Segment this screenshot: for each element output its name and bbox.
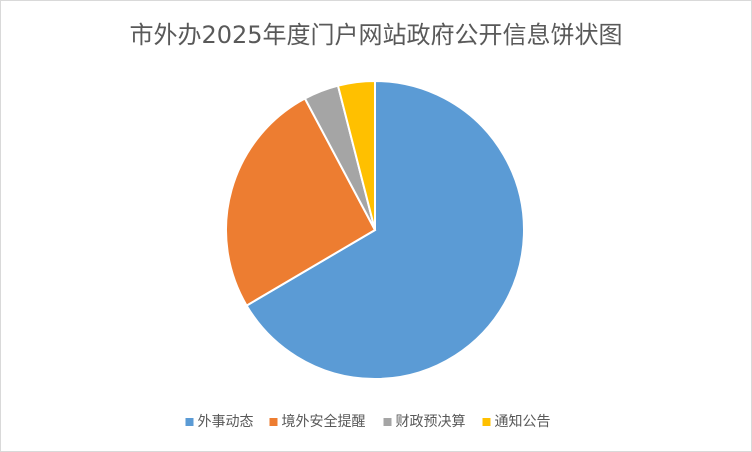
legend-label: 外事动态 bbox=[198, 414, 254, 430]
pie-slice bbox=[336, 79, 376, 231]
legend-swatch bbox=[482, 418, 491, 426]
legend-swatch bbox=[383, 418, 392, 426]
chart-title: 市外办2025年度门户网站政府公开信息饼状图 bbox=[129, 21, 622, 49]
legend-label: 财政预决算 bbox=[396, 414, 466, 430]
legend-label: 通知公告 bbox=[495, 413, 551, 430]
pie-slice bbox=[225, 97, 377, 307]
pie-slice bbox=[245, 79, 525, 380]
legend-label: 境外安全提醒 bbox=[282, 413, 366, 430]
legend-swatch bbox=[269, 418, 278, 426]
legend-swatch bbox=[185, 418, 194, 426]
